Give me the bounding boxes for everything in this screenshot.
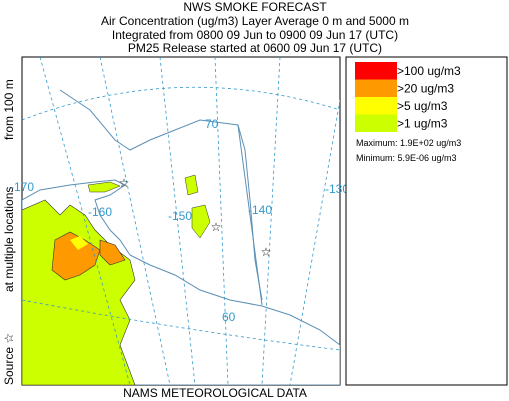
lon-label: -130 bbox=[325, 182, 349, 196]
subtitle: PM25 Release started at 0600 09 Jun 17 (… bbox=[128, 41, 382, 55]
legend-swatch bbox=[355, 114, 397, 132]
minimum: Minimum: 5.9E-06 ug/m3 bbox=[356, 153, 457, 163]
lat-label: 70 bbox=[205, 117, 219, 131]
legend-swatch bbox=[355, 97, 397, 115]
subtitle: Air Concentration (ug/m3) Layer Average … bbox=[101, 14, 409, 28]
footer: NAMS METEOROLOGICAL DATA bbox=[123, 386, 307, 400]
maximum: Maximum: 1.9E+02 ug/m3 bbox=[356, 138, 461, 148]
map: ☆ ☆ ☆ 70 60 -170 -160 -150 -140 -130 bbox=[10, 56, 349, 386]
lon-label: -160 bbox=[88, 205, 112, 219]
legend-label: >100 ug/m3 bbox=[397, 64, 461, 78]
subtitle: Integrated from 0800 09 Jun to 0900 09 J… bbox=[112, 28, 398, 42]
legend-label: >5 ug/m3 bbox=[397, 99, 448, 113]
svg-text:☆: ☆ bbox=[211, 220, 222, 234]
lat-label: 60 bbox=[222, 310, 236, 324]
legend: Maximum: 1.9E+02 ug/m3 Minimum: 5.9E-06 … bbox=[345, 56, 508, 386]
height-label: from 100 m bbox=[2, 79, 16, 140]
legend-label: >1 ug/m3 bbox=[397, 117, 448, 131]
locations-label: at multiple locations bbox=[2, 187, 16, 292]
legend-swatch bbox=[355, 62, 397, 80]
lon-label: -170 bbox=[10, 180, 34, 194]
lon-label: -150 bbox=[168, 209, 192, 223]
svg-text:☆: ☆ bbox=[119, 176, 130, 190]
legend-swatch bbox=[355, 79, 397, 97]
lon-label: -140 bbox=[248, 203, 272, 217]
title: NWS SMOKE FORECAST bbox=[183, 0, 327, 14]
legend-label: >20 ug/m3 bbox=[397, 82, 454, 96]
source-label: Source ☆ bbox=[2, 333, 16, 385]
svg-text:☆: ☆ bbox=[261, 245, 272, 259]
